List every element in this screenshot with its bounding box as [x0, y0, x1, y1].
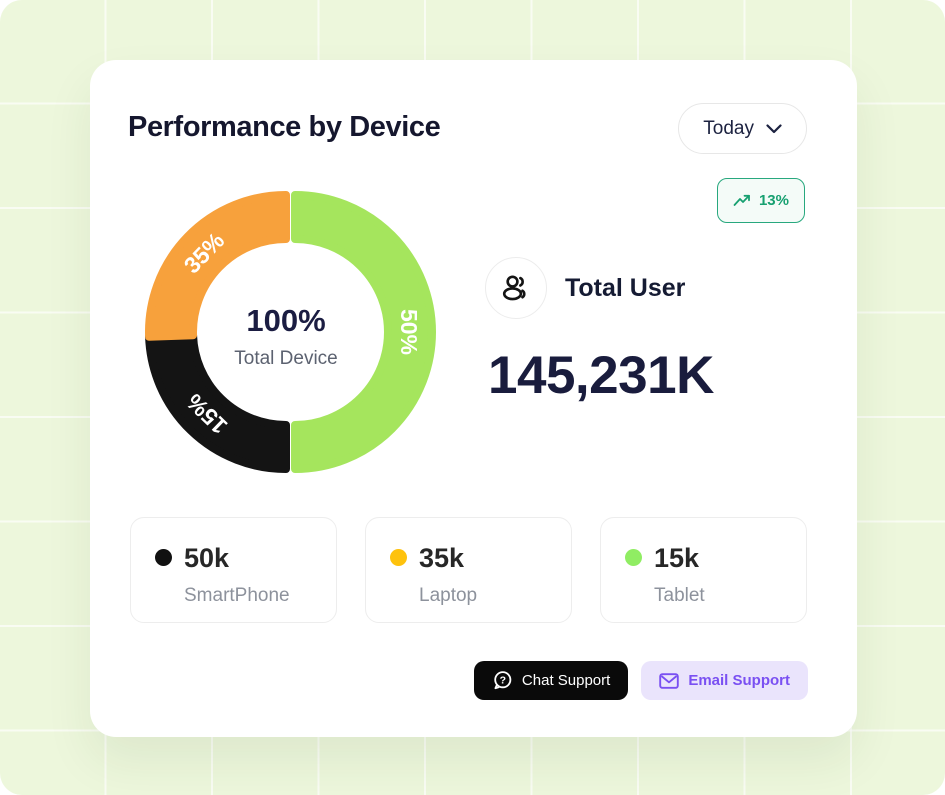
donut-segments: 50%15%35% — [145, 191, 436, 473]
device-legend-row: 50k SmartPhone 35k Laptop 15k Tablet — [130, 517, 807, 623]
smartphone-label: SmartPhone — [184, 585, 290, 606]
chevron-down-icon — [766, 123, 782, 134]
smartphone-dot-icon — [155, 549, 172, 566]
tablet-label: Tablet — [654, 585, 705, 606]
chat-bubble-icon: ? — [492, 670, 513, 691]
trend-badge: 13% — [716, 178, 805, 223]
total-user-label: Total User — [565, 273, 686, 302]
stat-card-laptop: 35k Laptop — [365, 517, 572, 623]
trend-badge-value: 13% — [758, 192, 789, 209]
tablet-dot-icon — [625, 549, 642, 566]
svg-text:?: ? — [500, 674, 506, 686]
period-dropdown[interactable]: Today — [678, 103, 807, 154]
tablet-value: 15k — [654, 543, 700, 573]
device-donut-chart: 50% 15% 35% 100% Total Device — [145, 186, 447, 480]
stat-card-smartphone: 50k SmartPhone — [130, 517, 337, 623]
chat-support-button[interactable]: ? Chat Support — [473, 661, 629, 700]
donut-center-value: 100% — [246, 303, 325, 338]
support-actions: ? Chat Support Email Support — [473, 661, 808, 700]
email-support-label: Email Support — [688, 672, 790, 689]
donut-segment-label: 50% — [396, 309, 422, 355]
donut-segment — [291, 191, 436, 473]
performance-card: Performance by Device Today 13% 50% 15% 35… — [90, 60, 857, 737]
laptop-value: 35k — [419, 543, 465, 573]
envelope-icon — [659, 672, 680, 689]
period-dropdown-label: Today — [703, 117, 754, 139]
total-user-row: Total User — [485, 257, 685, 319]
stat-card-tablet: 15k Tablet — [600, 517, 807, 623]
smartphone-value: 50k — [184, 543, 230, 573]
laptop-dot-icon — [390, 549, 407, 566]
total-user-value: 145,231K — [488, 346, 714, 405]
trend-up-icon — [733, 194, 751, 207]
users-icon — [485, 257, 547, 319]
laptop-label: Laptop — [419, 585, 478, 606]
email-support-button[interactable]: Email Support — [641, 661, 808, 700]
page-title: Performance by Device — [128, 111, 441, 143]
donut-center-caption: Total Device — [234, 348, 338, 369]
donut-segment — [145, 191, 290, 341]
chat-support-label: Chat Support — [521, 672, 611, 689]
